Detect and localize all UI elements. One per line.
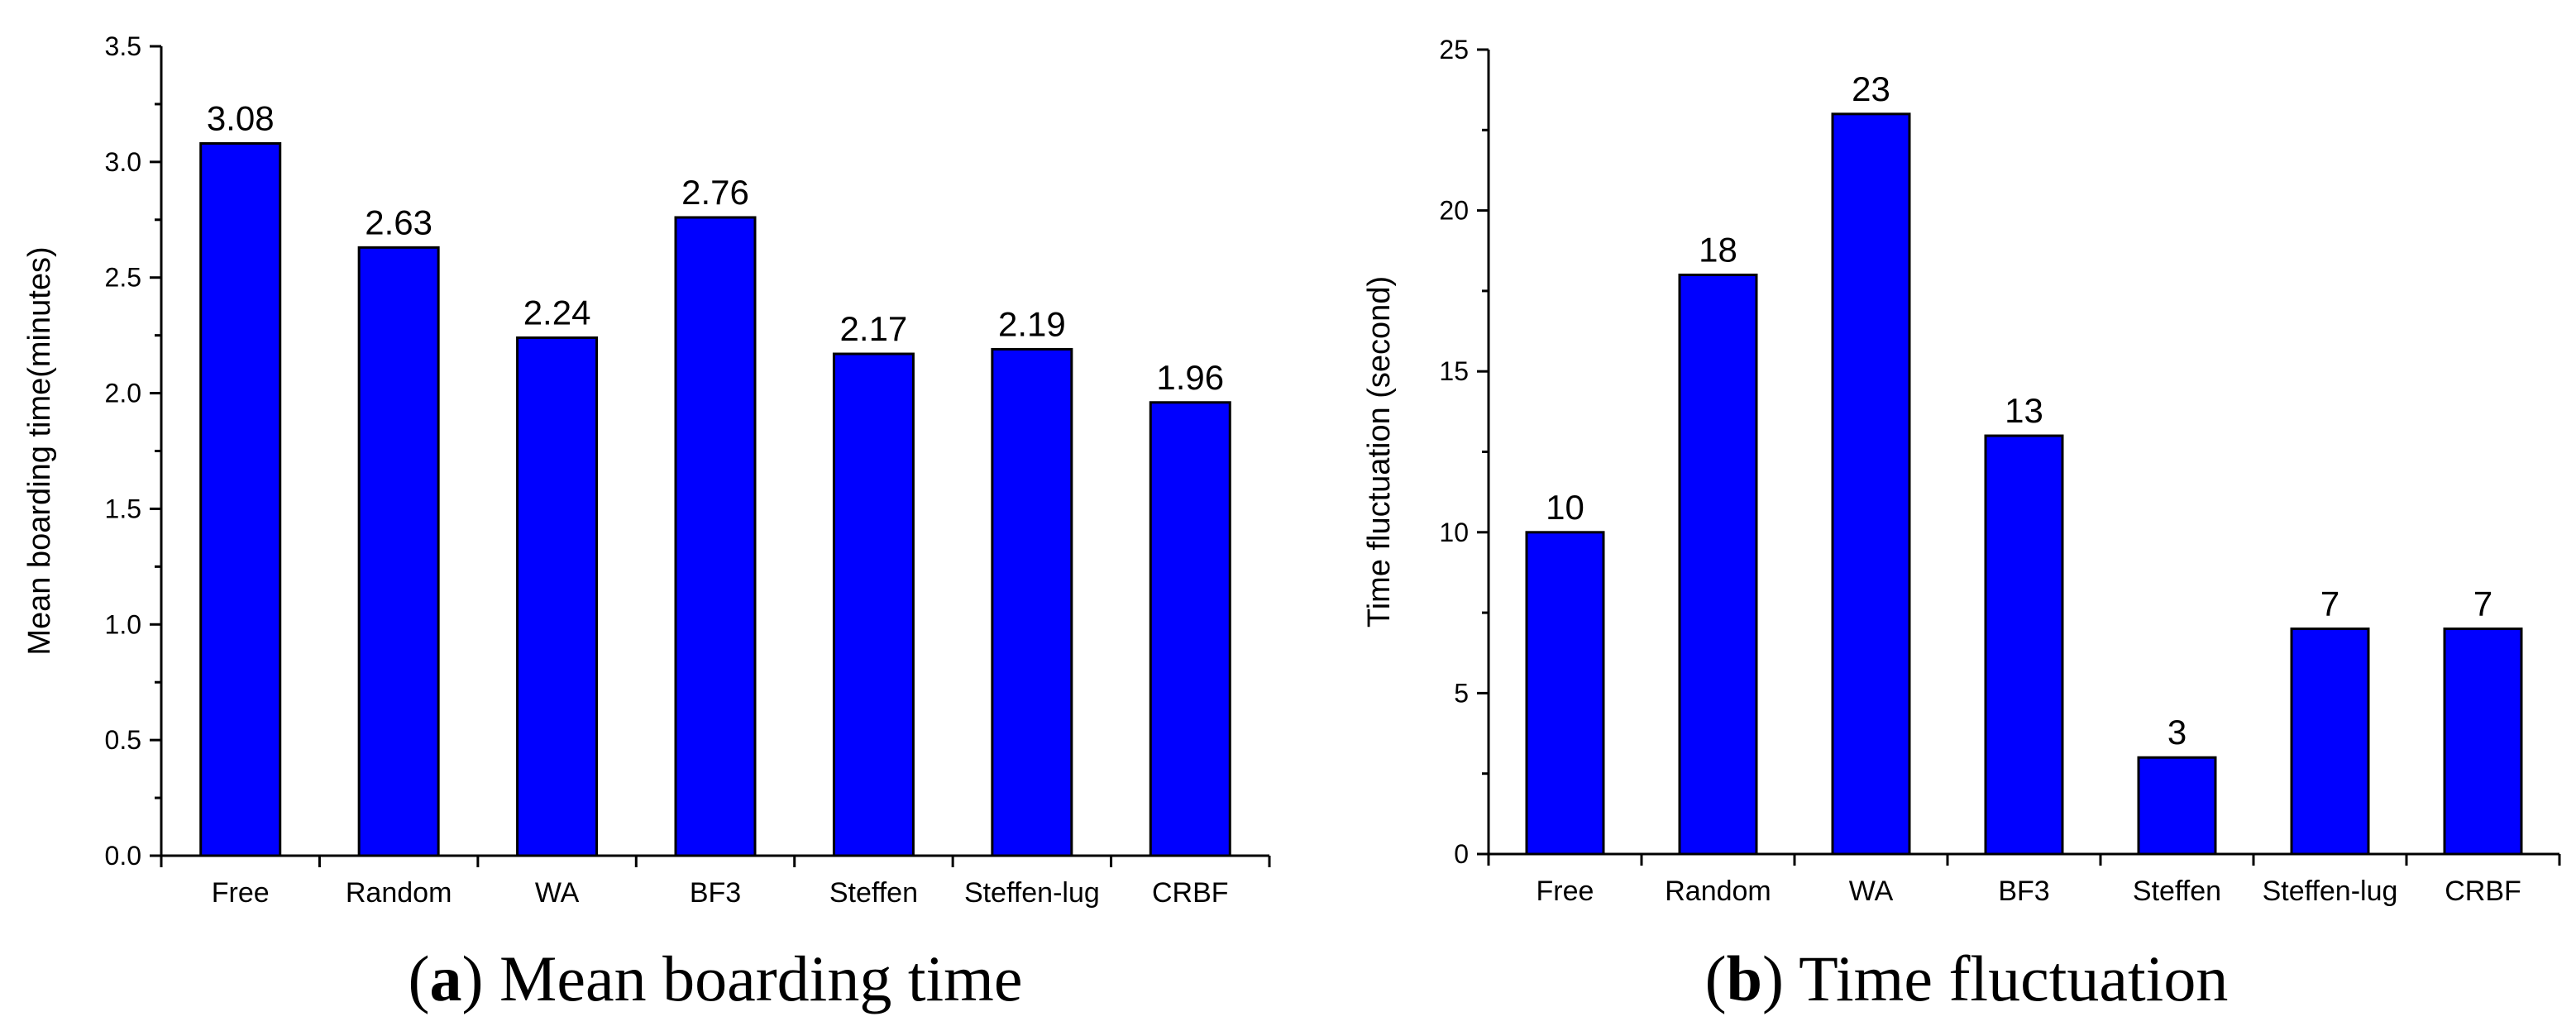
chart-a-ytick-label: 2.0: [105, 379, 141, 408]
chart-a-ytick-label: 1.0: [105, 609, 141, 639]
chart-b-data-label: 18: [1699, 230, 1737, 269]
chart-b-xtick-label: CRBF: [2445, 876, 2521, 907]
chart-a-bar: [1149, 401, 1231, 857]
chart-b-data-label: 7: [2473, 585, 2492, 623]
chart-a-ytick-label: 0.5: [105, 725, 141, 755]
chart-b-caption: (b) Time fluctuation: [1705, 942, 2229, 1014]
chart-a-ytick-label: 1.5: [105, 494, 141, 523]
chart-a-bar: [674, 216, 757, 857]
chart-b-ylabel: Time fluctuation (second): [1362, 276, 1397, 628]
chart-a: 3.08 2.63 2.24 2.76 2.17 2.19 1.96 0.0 0.5 1.0 1.5…: [22, 31, 1271, 1014]
chart-a-xtick-label: BF3: [690, 877, 741, 909]
chart-b-xtick-label: Random: [1665, 876, 1771, 907]
chart-a-xtick-label: Steffen-lug: [964, 877, 1100, 909]
chart-a-data-label: 3.08: [207, 98, 275, 137]
chart-a-xtick-label: Random: [346, 877, 452, 909]
chart-a-bar: [357, 246, 440, 857]
chart-b-ytick-label: 20: [1439, 196, 1469, 226]
chart-a-data-label: 2.63: [365, 203, 433, 241]
chart-a-xtick-label: Steffen: [829, 877, 918, 909]
chart-b-bar: [2290, 628, 2370, 856]
chart-b-xtick-label: BF3: [1998, 876, 2049, 907]
chart-b-bar: [1525, 531, 1605, 856]
chart-b-ytick-label: 10: [1439, 518, 1469, 547]
chart-b-bar: [2443, 628, 2523, 856]
chart-a-data-label: 1.96: [1156, 358, 1224, 397]
chart-b: 10 18 23 13 3 7 7 0 5 10 15 20 25 Free Random WA BF3 Stef…: [1362, 35, 2561, 1014]
chart-b-ytick-label: 15: [1439, 356, 1469, 386]
chart-b-xtick-label: Steffen: [2133, 876, 2221, 907]
chart-b-ytick-label: 25: [1439, 35, 1469, 64]
chart-a-data-label: 2.19: [998, 304, 1066, 343]
chart-b-xtick-label: Free: [1537, 876, 1594, 907]
chart-a-xtick-label: Free: [212, 877, 270, 909]
chart-a-ytick-label: 2.5: [105, 263, 141, 293]
chart-a-bar: [832, 352, 915, 857]
chart-b-data-label: 13: [2005, 391, 2043, 430]
chart-a-caption: (a) Mean boarding time: [409, 942, 1023, 1014]
chart-a-xtick-label: WA: [535, 877, 580, 909]
chart-a-data-label: 2.17: [840, 309, 908, 348]
chart-b-ytick-label: 0: [1454, 839, 1469, 869]
chart-a-ytick-label: 0.0: [105, 841, 141, 871]
chart-b-data-label: 7: [2320, 585, 2339, 623]
chart-b-xtick-label: Steffen-lug: [2263, 876, 2398, 907]
chart-a-ytick-label: 3.5: [105, 31, 141, 61]
chart-b-data-label: 10: [1546, 488, 1584, 527]
chart-a-ytick-label: 3.0: [105, 147, 141, 177]
chart-a-bar: [991, 347, 1073, 857]
chart-a-data-label: 2.24: [523, 293, 591, 332]
chart-a-bar: [199, 141, 282, 857]
chart-b-ytick-label: 5: [1454, 678, 1469, 708]
chart-b-data-label: 23: [1852, 69, 1890, 108]
chart-a-data-label: 2.76: [681, 173, 749, 212]
chart-a-ylabel: Mean boarding time(minutes): [22, 246, 57, 655]
chart-b-bar: [1984, 434, 2064, 856]
chart-a-xtick-label: CRBF: [1152, 877, 1229, 909]
chart-b-bar: [2137, 756, 2217, 856]
chart-b-data-label: 3: [2167, 713, 2186, 752]
chart-b-bar: [1831, 112, 1911, 856]
chart-a-bar: [516, 336, 599, 857]
chart-b-xtick-label: WA: [1849, 876, 1894, 907]
chart-b-bar: [1678, 273, 1758, 856]
